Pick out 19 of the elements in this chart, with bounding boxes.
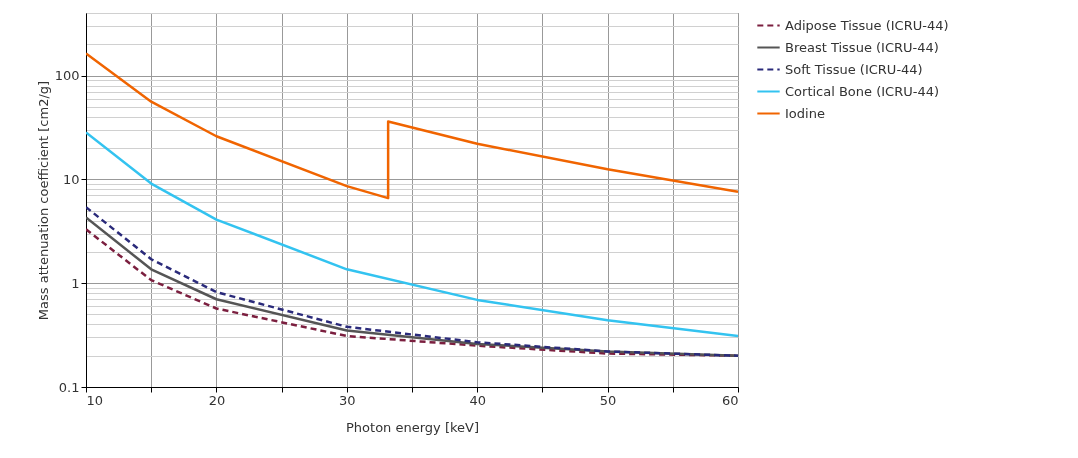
legend-label: Iodine (785, 105, 825, 121)
legend-label: Adipose Tissue (ICRU-44) (785, 17, 949, 33)
x-axis-title: Photon energy [keV] (346, 419, 479, 435)
x-tick-label: 30 (339, 392, 356, 408)
x-tick-label: 60 (721, 392, 739, 408)
y-tick-label: 1 (71, 275, 80, 291)
y-tick-label: 100 (54, 68, 80, 84)
line-series (86, 131, 738, 338)
y-tick-label: 10 (62, 171, 80, 187)
legend-label: Cortical Bone (ICRU-44) (785, 83, 940, 99)
y-axis-title: Mass attenuation coefficient [cm2/g] (35, 80, 51, 321)
x-tick-label: 20 (208, 392, 226, 408)
line-series (86, 52, 738, 200)
legend-label: Soft Tissue (ICRU-44) (785, 61, 923, 77)
x-tick-label: 10 (86, 392, 104, 408)
y-tick-label: 0.1 (58, 379, 80, 395)
x-tick-label: 50 (599, 392, 617, 408)
legend-label: Breast Tissue (ICRU-44) (785, 39, 939, 55)
x-tick-label: 40 (469, 392, 486, 408)
